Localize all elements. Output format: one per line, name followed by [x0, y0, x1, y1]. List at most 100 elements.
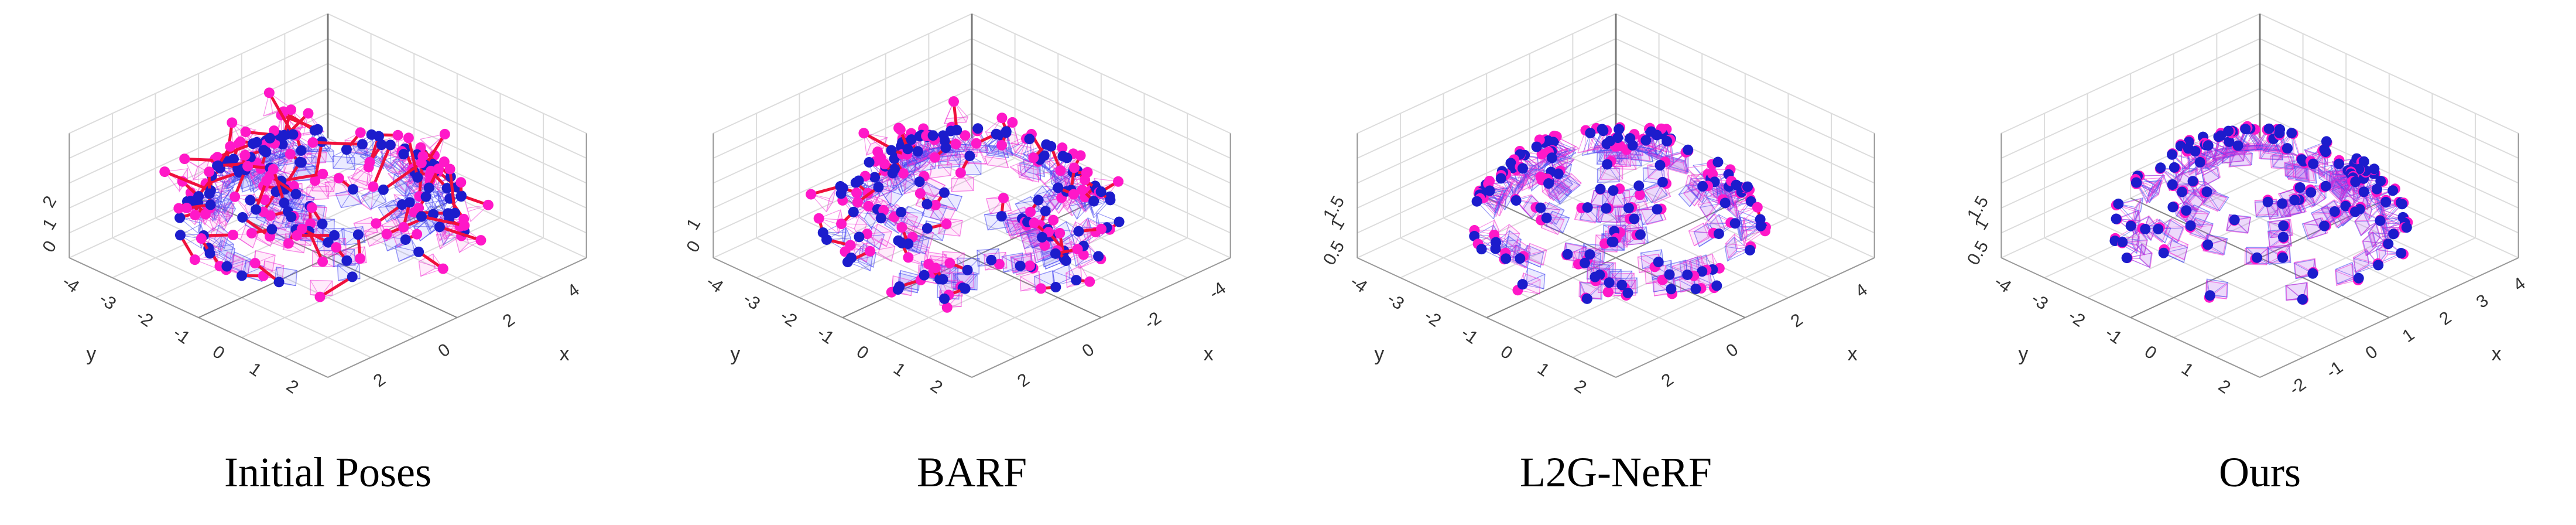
gt-camera: [416, 158, 427, 169]
y-tick-label: 2: [927, 376, 946, 398]
est-camera: [960, 283, 971, 294]
est-camera: [1050, 248, 1061, 259]
x-tick-label: 2: [1658, 370, 1677, 391]
est-camera: [236, 270, 247, 281]
gt-camera: [930, 262, 941, 274]
x-tick-label: 0: [2362, 342, 2382, 364]
grid-line: [68, 13, 328, 134]
est-camera: [277, 139, 288, 150]
gt-camera: [317, 256, 328, 267]
gt-camera: [996, 139, 1008, 151]
panel-caption: Initial Poses: [224, 449, 431, 496]
est-camera: [1604, 277, 1615, 288]
x-tick-label: 2: [1787, 310, 1807, 332]
grid-line: [971, 112, 1231, 234]
est-camera: [413, 246, 424, 257]
x-axis-label: x: [560, 343, 570, 365]
gt-camera: [433, 163, 444, 175]
est-camera: [329, 230, 340, 241]
est-camera: [1590, 271, 1601, 282]
est-camera: [922, 223, 933, 234]
est-camera: [416, 211, 427, 222]
est-camera: [850, 177, 861, 188]
gt-camera: [228, 229, 239, 240]
est-camera: [398, 149, 409, 160]
gt-camera: [412, 229, 423, 240]
grid-line: [68, 63, 328, 184]
x-tick-label: 2: [2436, 308, 2455, 329]
gt-camera: [1075, 150, 1086, 161]
est-camera: [1476, 244, 1487, 255]
pose-error: [372, 144, 392, 188]
est-camera: [1505, 158, 1516, 169]
gt-camera: [439, 156, 450, 168]
pose-error: [424, 133, 446, 166]
est-camera: [265, 132, 276, 144]
gt-camera: [190, 209, 201, 220]
gt-camera: [246, 227, 257, 238]
gt-camera: [265, 210, 276, 221]
gt-camera: [204, 166, 215, 178]
gt-camera: [836, 219, 847, 230]
est-camera: [400, 234, 411, 245]
pose-error: [319, 275, 354, 298]
est-camera: [972, 123, 984, 134]
gt-camera: [314, 291, 326, 302]
gt-camera: [1024, 260, 1035, 271]
est-camera: [927, 130, 938, 141]
gt-camera: [1029, 217, 1040, 229]
y-tick-label: -4: [1991, 272, 2015, 296]
x-tick-label: 0: [1722, 340, 1742, 362]
grid-line: [712, 13, 972, 134]
gt-camera: [1028, 152, 1039, 163]
est-camera: [1635, 229, 1646, 240]
x-tick-label: 2: [1014, 370, 1033, 391]
gt-camera: [996, 112, 1008, 124]
est-camera: [991, 128, 1002, 139]
est-camera: [1581, 293, 1592, 304]
gt-camera: [354, 253, 365, 264]
est-camera: [434, 221, 445, 233]
est-camera: [1040, 206, 1051, 217]
est-camera: [348, 184, 359, 195]
est-camera: [1001, 126, 1012, 137]
est-camera: [287, 129, 299, 140]
y-axis-label: y: [2018, 343, 2028, 365]
gt-camera: [259, 195, 270, 206]
gt-camera: [181, 203, 192, 214]
x-tick-label: -2: [1141, 308, 1165, 333]
gt-camera: [858, 128, 869, 139]
y-tick-label: -1: [814, 323, 838, 348]
gt-camera: [233, 138, 244, 149]
est-camera: [290, 189, 302, 200]
gt-camera: [173, 203, 184, 214]
gt-camera: [403, 132, 414, 144]
y-tick-label: -3: [739, 289, 763, 313]
est-camera: [986, 254, 997, 265]
est-camera: [1622, 287, 1633, 298]
gt-camera: [296, 223, 307, 234]
gt-camera: [310, 175, 321, 186]
est-camera: [1713, 228, 1724, 239]
est-camera: [204, 248, 215, 259]
gt-camera: [368, 181, 379, 192]
gt-camera: [307, 137, 318, 148]
est-camera: [1073, 226, 1084, 237]
z-tick-label: 0: [683, 237, 704, 255]
est-camera: [1553, 168, 1564, 179]
est-camera: [869, 172, 881, 183]
est-camera: [1662, 135, 1673, 146]
est-camera: [1595, 183, 1606, 195]
y-tick-label: -3: [95, 289, 119, 313]
z-tick-label: 0.5: [1964, 237, 1992, 268]
est-camera: [1742, 181, 1753, 192]
est-camera: [1585, 128, 1596, 139]
est-camera: [221, 261, 232, 272]
z-tick-label: 2: [39, 193, 60, 211]
gt-camera: [371, 218, 382, 229]
z-tick-label: 0.5: [1320, 237, 1348, 268]
est-camera: [279, 197, 290, 209]
est-camera: [1580, 257, 1591, 268]
